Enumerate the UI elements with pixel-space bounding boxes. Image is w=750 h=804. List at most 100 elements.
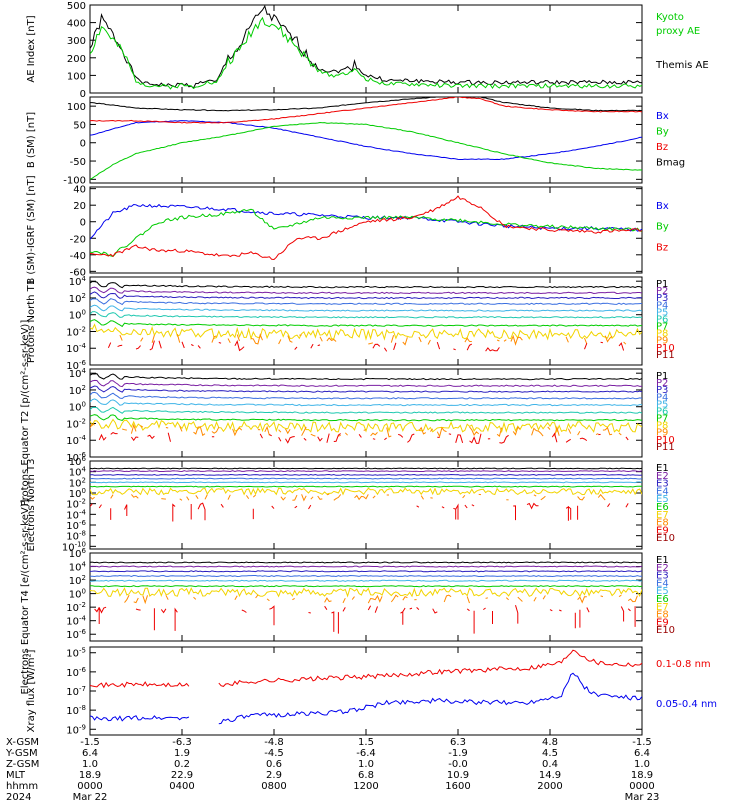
x-axis-value: 6.4	[634, 748, 650, 759]
y-axis-label: Protons North T1	[26, 279, 37, 363]
y-tick-label: 10-7	[66, 685, 86, 698]
x-axis-value: 22.9	[171, 770, 193, 781]
legend-entry: E5	[656, 586, 669, 597]
legend-entry: proxy AE	[656, 26, 700, 37]
y-tick-label: 50	[73, 120, 86, 131]
y-tick-label: 10-6	[66, 666, 86, 679]
legend-entry: P7	[656, 414, 668, 425]
x-axis-value: 0.4	[542, 759, 558, 770]
y-tick-label: -40	[70, 251, 86, 262]
channel-line	[90, 565, 642, 568]
series-line	[90, 195, 642, 261]
legend-entry: Themis AE	[655, 60, 709, 71]
channel-line	[99, 433, 642, 444]
legend-entry: 0.05-0.4 nm	[656, 699, 717, 710]
legend-entry: Kyoto	[656, 12, 684, 23]
y-axis-label: B (SM) [nT]	[26, 112, 37, 168]
x-axis-row-label: 2024	[6, 792, 31, 800]
channel-line	[90, 304, 642, 312]
legend-entry: E2	[656, 563, 669, 574]
series-line	[90, 5, 642, 89]
y-tick-label: 0	[80, 89, 86, 100]
x-axis-value: 6.4	[82, 748, 98, 759]
series-line	[90, 16, 642, 90]
legend-entry: P6	[656, 406, 668, 417]
panel-3: -60 -40 -20 0 20 40 B (SM)-IGRF (SM) [nT] Bx By B…	[26, 175, 669, 284]
y-tick-label: 0	[80, 218, 86, 229]
y-tick-label: 100	[69, 401, 86, 414]
channel-line	[90, 418, 642, 434]
y-axis-label: Electrons Equator T4 [e/(cm²-s-sr-keV)]	[20, 499, 31, 694]
panel-1: 0 100 200 300 400 500 AE Index [nT] Kyoto proxy …	[26, 1, 709, 100]
y-axis-label: AE Index [nT]	[26, 15, 37, 82]
x-axis-value: 1600	[445, 781, 470, 792]
x-axis-value: 1.0	[634, 759, 650, 770]
x-axis-value: 18.9	[631, 770, 653, 781]
y-tick-label: 400	[67, 19, 86, 30]
legend-entry: P4	[656, 300, 668, 311]
x-axis-value: 1.0	[358, 759, 374, 770]
channel-line	[90, 473, 642, 476]
x-axis-value: 4.5	[542, 748, 558, 759]
legend-entry: P11	[656, 442, 675, 453]
legend-entry: Bx	[656, 111, 669, 122]
y-tick-label: 10-9	[66, 723, 86, 736]
legend-entry: Bz	[656, 142, 668, 153]
legend-entry: P8	[656, 329, 668, 340]
channel-line	[90, 570, 642, 573]
x-axis-value: 0.2	[174, 759, 190, 770]
x-axis-value: 0000	[77, 781, 102, 792]
panel-data	[90, 561, 642, 634]
y-tick-label: 0	[80, 139, 86, 150]
x-axis-value: Mar 23	[625, 792, 660, 800]
legend-entry: E6	[656, 502, 669, 513]
legend-entry: E2	[656, 471, 669, 482]
legend-entry: P3	[656, 293, 668, 304]
y-axis-label: Electrons North T3	[26, 458, 37, 551]
legend-entry: P9	[656, 336, 668, 347]
legend-entry: P10	[656, 343, 675, 354]
x-axis-row-label: X-GSM	[6, 737, 39, 748]
x-axis-row-label: hhmm	[6, 781, 38, 792]
channel-line	[90, 385, 642, 393]
x-axis-value: 2000	[537, 781, 562, 792]
y-tick-label: 300	[67, 36, 86, 47]
legend-entry: P2	[656, 378, 668, 389]
x-axis-value: 0800	[261, 781, 286, 792]
series-line	[90, 97, 642, 112]
legend-entry: E7	[656, 510, 669, 521]
panel-frame	[89, 368, 643, 458]
y-tick-label: 100	[69, 309, 86, 322]
x-axis-table: X-GSM -1.5 -6.3 -4.8 1.5 6.3 4.8 -1.5Y-GSM 6.4 1.…	[5, 737, 660, 803]
legend-entry: E7	[656, 602, 669, 613]
x-axis-value: -1.5	[632, 737, 652, 748]
x-axis-value: 0.6	[266, 759, 282, 770]
legend-entry: P11	[656, 350, 675, 361]
y-tick-label: 104	[69, 367, 87, 380]
x-axis-value: 14.9	[539, 770, 561, 781]
legend-entry: P10	[656, 435, 675, 446]
y-tick-label: 104	[69, 275, 87, 288]
x-axis-value: Mar 22	[73, 792, 108, 800]
channel-line	[90, 286, 642, 295]
legend-entry: E1	[656, 555, 669, 566]
channel-line	[120, 334, 640, 345]
channel-line	[90, 311, 642, 319]
series-line	[90, 672, 642, 725]
y-tick-label: -100	[63, 175, 86, 186]
channel-line	[90, 477, 642, 480]
y-tick-label: 10-4	[66, 342, 86, 355]
legend-entry: E3	[656, 479, 669, 490]
x-axis-value: -0.0	[448, 759, 468, 770]
y-tick-label: 100	[69, 588, 86, 601]
y-tick-label: 10-2	[66, 417, 86, 430]
legend-entry: P8	[656, 421, 668, 432]
x-axis-value: 1200	[353, 781, 378, 792]
x-axis-value: 0000	[629, 781, 654, 792]
legend-entry: P5	[656, 399, 668, 410]
y-tick-label: 106	[69, 547, 87, 560]
legend-entry: E9	[656, 525, 669, 536]
x-axis-value: 6.8	[358, 770, 374, 781]
